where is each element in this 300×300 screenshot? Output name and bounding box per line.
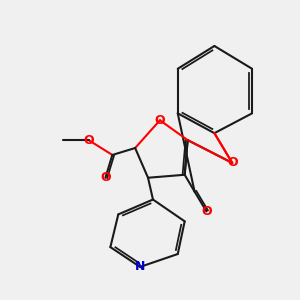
Text: O: O bbox=[154, 114, 165, 127]
Text: O: O bbox=[83, 134, 94, 147]
Text: N: N bbox=[135, 260, 145, 273]
Text: O: O bbox=[201, 205, 212, 218]
Text: O: O bbox=[227, 156, 238, 170]
Text: O: O bbox=[100, 171, 111, 184]
